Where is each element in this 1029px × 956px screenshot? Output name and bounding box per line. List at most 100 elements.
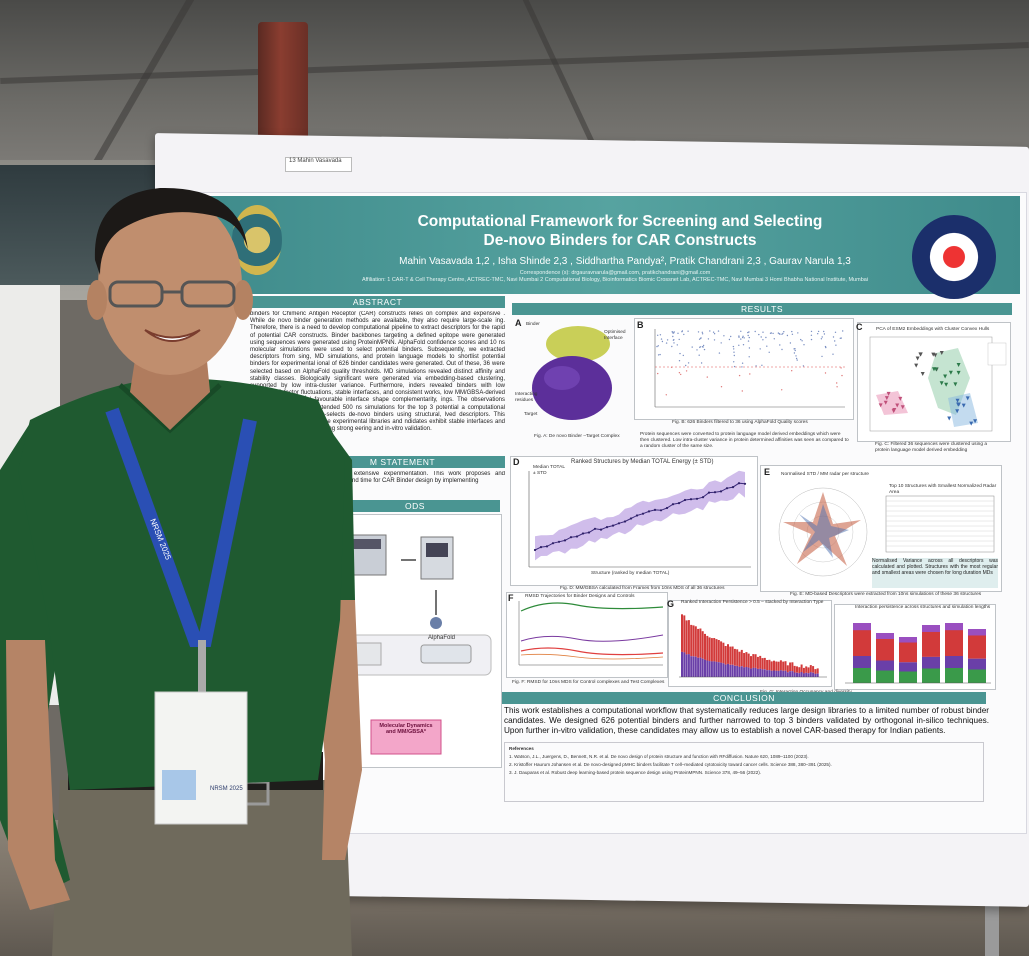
panel-a-residues-label: Interacting residues — [515, 392, 545, 404]
panel-g-bar — [683, 652, 685, 677]
affiliation: Affiliation: 1 CAR-T & Cell Therapy Cent… — [310, 277, 920, 284]
panel-b-point — [733, 346, 734, 347]
panel-g-bar — [764, 669, 766, 677]
reference-item: 2. Kristoffer Haurum Johansen et al. De … — [509, 761, 979, 769]
panel-b-point — [841, 337, 842, 338]
panel-b-point — [797, 332, 798, 333]
panel-b-point — [742, 336, 743, 337]
panel-b-point — [771, 332, 772, 333]
panel-b-point — [797, 359, 798, 360]
panel-d-point — [600, 529, 602, 531]
panel-g-bar — [706, 636, 708, 661]
panel-g-bar — [720, 663, 722, 677]
panel-g-bar — [778, 671, 780, 677]
panel-f-title: RMSD Trajectories for Binder Designs and… — [525, 594, 635, 600]
panel-b-point — [666, 342, 667, 343]
panel-b-point — [709, 330, 710, 331]
panel-b-point — [679, 353, 680, 354]
panel-g-bar — [812, 673, 814, 677]
panel-g-bar — [722, 643, 724, 664]
panel-g-bar — [796, 666, 798, 672]
panel-b-point — [803, 365, 804, 366]
panel-b-point — [818, 331, 819, 332]
panel-d-point — [552, 542, 554, 544]
panel-e-table-title: Top 10 Structures with Smallest Normaliz… — [889, 484, 997, 496]
panel-b-point — [741, 366, 742, 367]
panel-d-point — [732, 486, 734, 488]
panel-b-point — [734, 355, 735, 356]
panel-label-b: B — [637, 320, 644, 330]
panel-g-bar — [771, 671, 773, 677]
panel-b-point — [782, 333, 783, 334]
panel-b-point — [698, 331, 699, 332]
panel-b-point — [765, 337, 766, 338]
panel-bc-note: Protein sequences were converted to prot… — [640, 432, 850, 450]
panel-g2-bar — [922, 625, 940, 632]
panel-g2-bar — [899, 672, 917, 684]
panel-b-point — [721, 386, 722, 387]
panel-d-point — [540, 546, 542, 548]
panel-b-point — [687, 331, 688, 332]
panel-g2-bar — [922, 657, 940, 669]
panel-g-bar — [741, 650, 743, 666]
panel-g-bar — [768, 670, 770, 677]
panel-b-point — [721, 342, 722, 343]
panel-b-point — [769, 352, 770, 353]
panel-g-bar — [739, 667, 741, 677]
panel-g-bar — [704, 634, 706, 660]
panel-g-bar — [757, 657, 759, 669]
panel-g-bar — [729, 665, 731, 677]
panel-b-point — [836, 382, 837, 383]
panel-b-point — [791, 370, 792, 371]
panel-b-point — [811, 331, 812, 332]
panel-g-bar — [683, 615, 685, 652]
panel-d-point — [726, 487, 728, 489]
panel-b-point — [755, 331, 756, 332]
panel-b-point — [677, 344, 678, 345]
panel-b-point — [825, 372, 826, 373]
panel-c-caption: Fig. C: Filtered 36 sequences were clust… — [875, 442, 995, 454]
panel-b-point — [673, 339, 674, 340]
methods-figure: AlphaFold Molecular Dynamics and MM/GBSA… — [330, 514, 502, 768]
panel-g-bar — [803, 668, 805, 674]
abstract-text: binders for Chimeric Antigen Receptor (C… — [250, 311, 505, 453]
panel-g-bar — [750, 669, 752, 677]
panel-g-bar — [771, 661, 773, 670]
panel-b-point — [686, 370, 687, 371]
panel-b-point — [834, 340, 835, 341]
correspondence: Correspondence (s): drgauravnarula@gmail… — [310, 270, 920, 277]
panel-g-bar — [814, 669, 816, 674]
panel-b-point — [656, 346, 657, 347]
panel-g-bar — [699, 629, 701, 658]
panel-b-point — [733, 348, 734, 349]
panel-b-point — [817, 333, 818, 334]
panel-g-bar — [787, 665, 789, 672]
panel-g-bar — [702, 659, 704, 677]
panel-g-bars — [681, 614, 819, 677]
conclusion-text: This work establishes a computational wo… — [504, 706, 989, 736]
panel-g-bar — [764, 658, 766, 669]
panel-b-point — [683, 355, 684, 356]
panel-b-point — [683, 334, 684, 335]
panel-g-bar — [755, 668, 757, 677]
panel-b-point — [822, 336, 823, 337]
panel-d-point — [588, 531, 590, 533]
panel-b-point — [729, 339, 730, 340]
panel-g-bar — [808, 667, 810, 673]
panel-b-point — [738, 335, 739, 336]
panel-g-bar — [722, 663, 724, 677]
panel-d-title: Ranked Structures by Median TOTAL Energy… — [571, 459, 713, 465]
panel-b-point — [783, 331, 784, 332]
panel-g-bar — [681, 652, 683, 677]
panel-b-point — [779, 334, 780, 335]
panel-g-bar — [699, 658, 701, 677]
panel-g-bar — [743, 653, 745, 667]
panel-b-point — [733, 352, 734, 353]
panel-g2-bar — [899, 662, 917, 671]
panel-b-point — [823, 331, 824, 332]
panel-b-point — [778, 332, 779, 333]
panel-g-bar — [697, 658, 699, 677]
panel-g-bar — [736, 666, 738, 677]
institution-logo — [232, 205, 282, 275]
